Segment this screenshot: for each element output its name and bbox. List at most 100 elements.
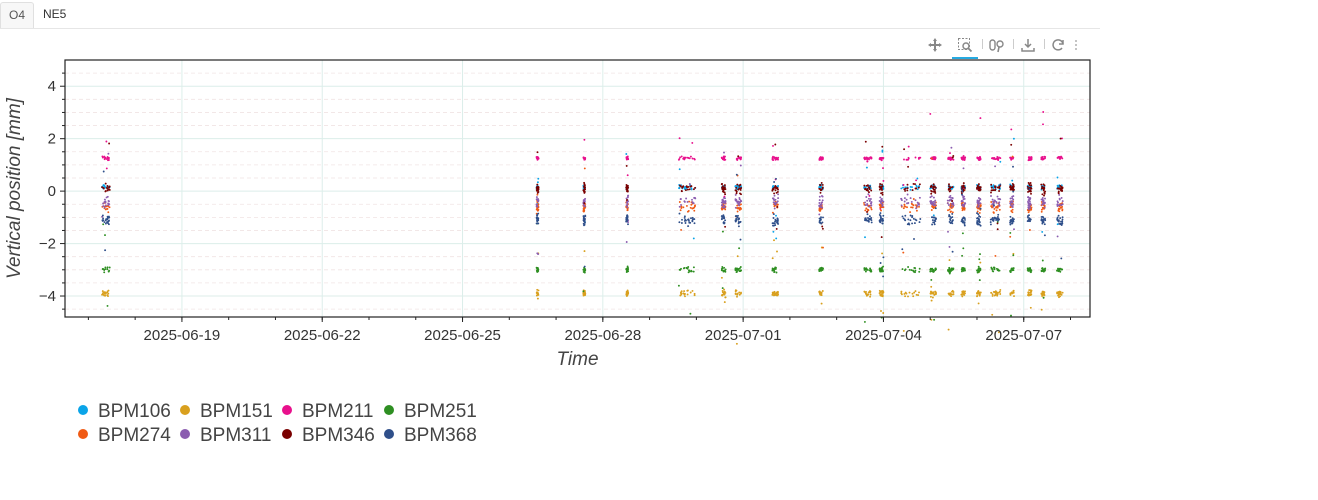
data-point <box>991 198 994 201</box>
data-point <box>107 203 110 206</box>
data-point <box>1058 156 1061 159</box>
data-point <box>690 203 693 206</box>
data-point <box>721 186 724 189</box>
data-point <box>903 148 906 151</box>
data-point <box>902 183 905 186</box>
data-point <box>723 266 726 269</box>
data-point <box>933 219 936 222</box>
legend-item[interactable]: BPM346 <box>282 424 375 448</box>
data-point <box>1029 306 1032 309</box>
data-point <box>777 293 780 296</box>
save-icon[interactable] <box>1015 33 1041 57</box>
data-point <box>1009 204 1012 206</box>
legend-label: BPM274 <box>98 425 171 446</box>
data-point <box>930 278 933 281</box>
data-point <box>1027 211 1030 214</box>
data-point <box>1010 158 1013 161</box>
data-point <box>908 268 911 271</box>
data-point <box>990 267 993 270</box>
legend-item[interactable]: BPM106 <box>78 400 171 424</box>
legend-item[interactable]: BPM211 <box>282 400 373 424</box>
legend-label: BPM211 <box>302 401 374 422</box>
data-point <box>1056 223 1059 226</box>
data-point <box>869 293 872 296</box>
legend-item[interactable]: BPM274 <box>78 424 171 448</box>
pan-icon[interactable] <box>922 33 948 57</box>
data-point <box>720 215 723 218</box>
data-point <box>584 217 586 220</box>
data-point <box>1030 192 1032 195</box>
data-point <box>864 209 867 212</box>
data-point <box>776 190 779 193</box>
tab-ne5[interactable]: NE5 <box>43 7 67 21</box>
data-point <box>776 217 779 220</box>
data-point <box>772 201 775 204</box>
wheel-zoom-icon[interactable] <box>984 33 1010 57</box>
legend-marker-icon <box>180 428 190 439</box>
data-point <box>907 218 910 221</box>
data-point <box>818 195 821 198</box>
data-point <box>721 185 724 188</box>
data-point <box>103 158 106 161</box>
data-point <box>951 220 954 223</box>
legend-item[interactable]: BPM251 <box>384 400 477 424</box>
data-point <box>979 261 982 264</box>
data-point <box>773 186 775 189</box>
data-point <box>1026 215 1029 218</box>
data-point <box>774 266 777 269</box>
data-point <box>1058 204 1060 207</box>
data-point <box>771 211 774 214</box>
data-point <box>734 290 737 293</box>
data-point <box>948 196 951 199</box>
data-point <box>931 219 934 222</box>
data-point <box>1043 206 1046 209</box>
data-point <box>720 218 723 221</box>
data-point <box>694 197 697 200</box>
data-point <box>103 155 106 158</box>
data-point <box>771 257 774 260</box>
data-point <box>870 201 873 204</box>
data-point <box>1042 296 1045 299</box>
data-point <box>723 158 726 161</box>
data-point <box>537 156 540 159</box>
data-point <box>1060 203 1062 206</box>
data-point <box>626 291 629 294</box>
data-point <box>537 270 540 273</box>
data-point <box>771 268 774 271</box>
legend-item[interactable]: BPM368 <box>384 424 477 448</box>
data-point <box>720 269 723 272</box>
data-point <box>1057 209 1060 212</box>
data-point <box>1041 156 1044 159</box>
data-point <box>1029 266 1031 269</box>
more-options-icon[interactable] <box>1070 33 1082 57</box>
data-point <box>930 157 933 160</box>
data-point <box>950 269 953 272</box>
data-point <box>1042 292 1045 295</box>
data-point <box>1057 192 1060 195</box>
legend-item[interactable]: BPM151 <box>180 400 273 424</box>
data-point <box>684 222 687 224</box>
data-point <box>821 221 824 224</box>
data-point <box>626 265 629 268</box>
box-zoom-icon[interactable] <box>952 33 978 59</box>
data-point <box>537 177 540 180</box>
data-point <box>865 207 868 210</box>
data-point <box>680 228 683 231</box>
reset-icon[interactable] <box>1045 33 1071 57</box>
data-point <box>1042 183 1045 186</box>
legend-item[interactable]: BPM311 <box>180 424 271 448</box>
data-point <box>1012 190 1015 193</box>
data-point <box>933 293 936 296</box>
data-point <box>1060 189 1062 192</box>
data-point <box>903 188 906 191</box>
data-point <box>911 292 914 295</box>
data-point <box>909 185 912 188</box>
grid <box>65 60 1090 317</box>
data-point <box>879 183 882 185</box>
data-point <box>1010 314 1012 317</box>
tab-o4[interactable]: O4 <box>0 2 35 28</box>
data-point <box>978 270 981 273</box>
x-tick-label: 2025-06-28 <box>564 327 641 344</box>
data-point <box>722 196 725 199</box>
data-point <box>682 267 685 270</box>
